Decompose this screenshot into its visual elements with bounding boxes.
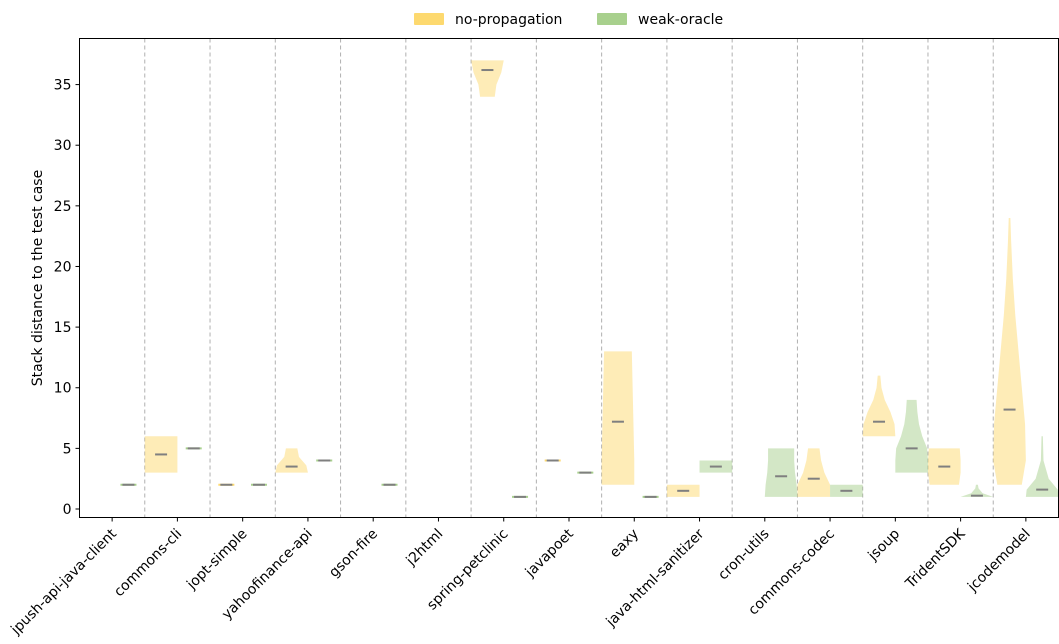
legend: no-propagation weak-oracle: [414, 12, 723, 28]
y-tick-label: 15: [54, 320, 72, 336]
x-tick-label: javapoet: [522, 526, 577, 581]
violin-weak-oracle-jsoup: [895, 399, 928, 473]
y-axis: 0 5 10 15 20 25 30 35: [54, 78, 80, 518]
legend-swatch-no-propagation: [414, 13, 444, 25]
violin-no-propagation-jsoup: [862, 375, 896, 437]
y-tick-label: 35: [54, 78, 72, 94]
violin-no-propagation-yahoofinance-api: [275, 448, 308, 473]
violin-weak-oracle-jcodemodel: [1025, 436, 1059, 497]
y-tick-label: 25: [54, 199, 72, 215]
y-axis-label: Stack distance to the test case: [30, 170, 46, 386]
y-tick-label: 30: [54, 138, 72, 154]
legend-label-weak-oracle: weak-oracle: [638, 12, 723, 28]
x-tick-label: TridentSDK: [902, 525, 969, 592]
legend-label-no-propagation: no-propagation: [455, 12, 562, 28]
x-tick-label: j2html: [403, 526, 447, 570]
x-tick-label: gson-fire: [326, 526, 381, 581]
y-tick-label: 20: [54, 259, 72, 275]
x-tick-label: eaxy: [607, 526, 642, 561]
violin-no-propagation-commons-codec: [797, 448, 831, 497]
violin-no-propagation-eaxy: [601, 351, 635, 485]
y-tick-label: 0: [63, 502, 72, 518]
x-axis: jpush-api-java-clientcommons-clijopt-sim…: [7, 517, 1034, 639]
x-tick-label: jpush-api-java-client: [7, 526, 120, 639]
x-tick-label: jcodemodel: [964, 526, 1033, 595]
x-tick-label: jopt-simple: [183, 526, 250, 593]
violin-weak-oracle-tridentsdk: [960, 484, 994, 497]
y-tick-label: 10: [54, 381, 72, 397]
y-tick-label: 5: [63, 441, 72, 457]
x-tick-label: jsoup: [865, 526, 904, 565]
x-tick-label: cron-utils: [715, 526, 772, 583]
violin-no-propagation-spring-petclinic: [471, 60, 504, 97]
violin-weak-oracle-cron-utils: [764, 448, 798, 497]
legend-swatch-weak-oracle: [597, 13, 627, 25]
x-tick-label: commons-cli: [111, 526, 185, 600]
plot-area: [120, 38, 1059, 518]
violin-no-propagation-jcodemodel: [993, 217, 1026, 485]
